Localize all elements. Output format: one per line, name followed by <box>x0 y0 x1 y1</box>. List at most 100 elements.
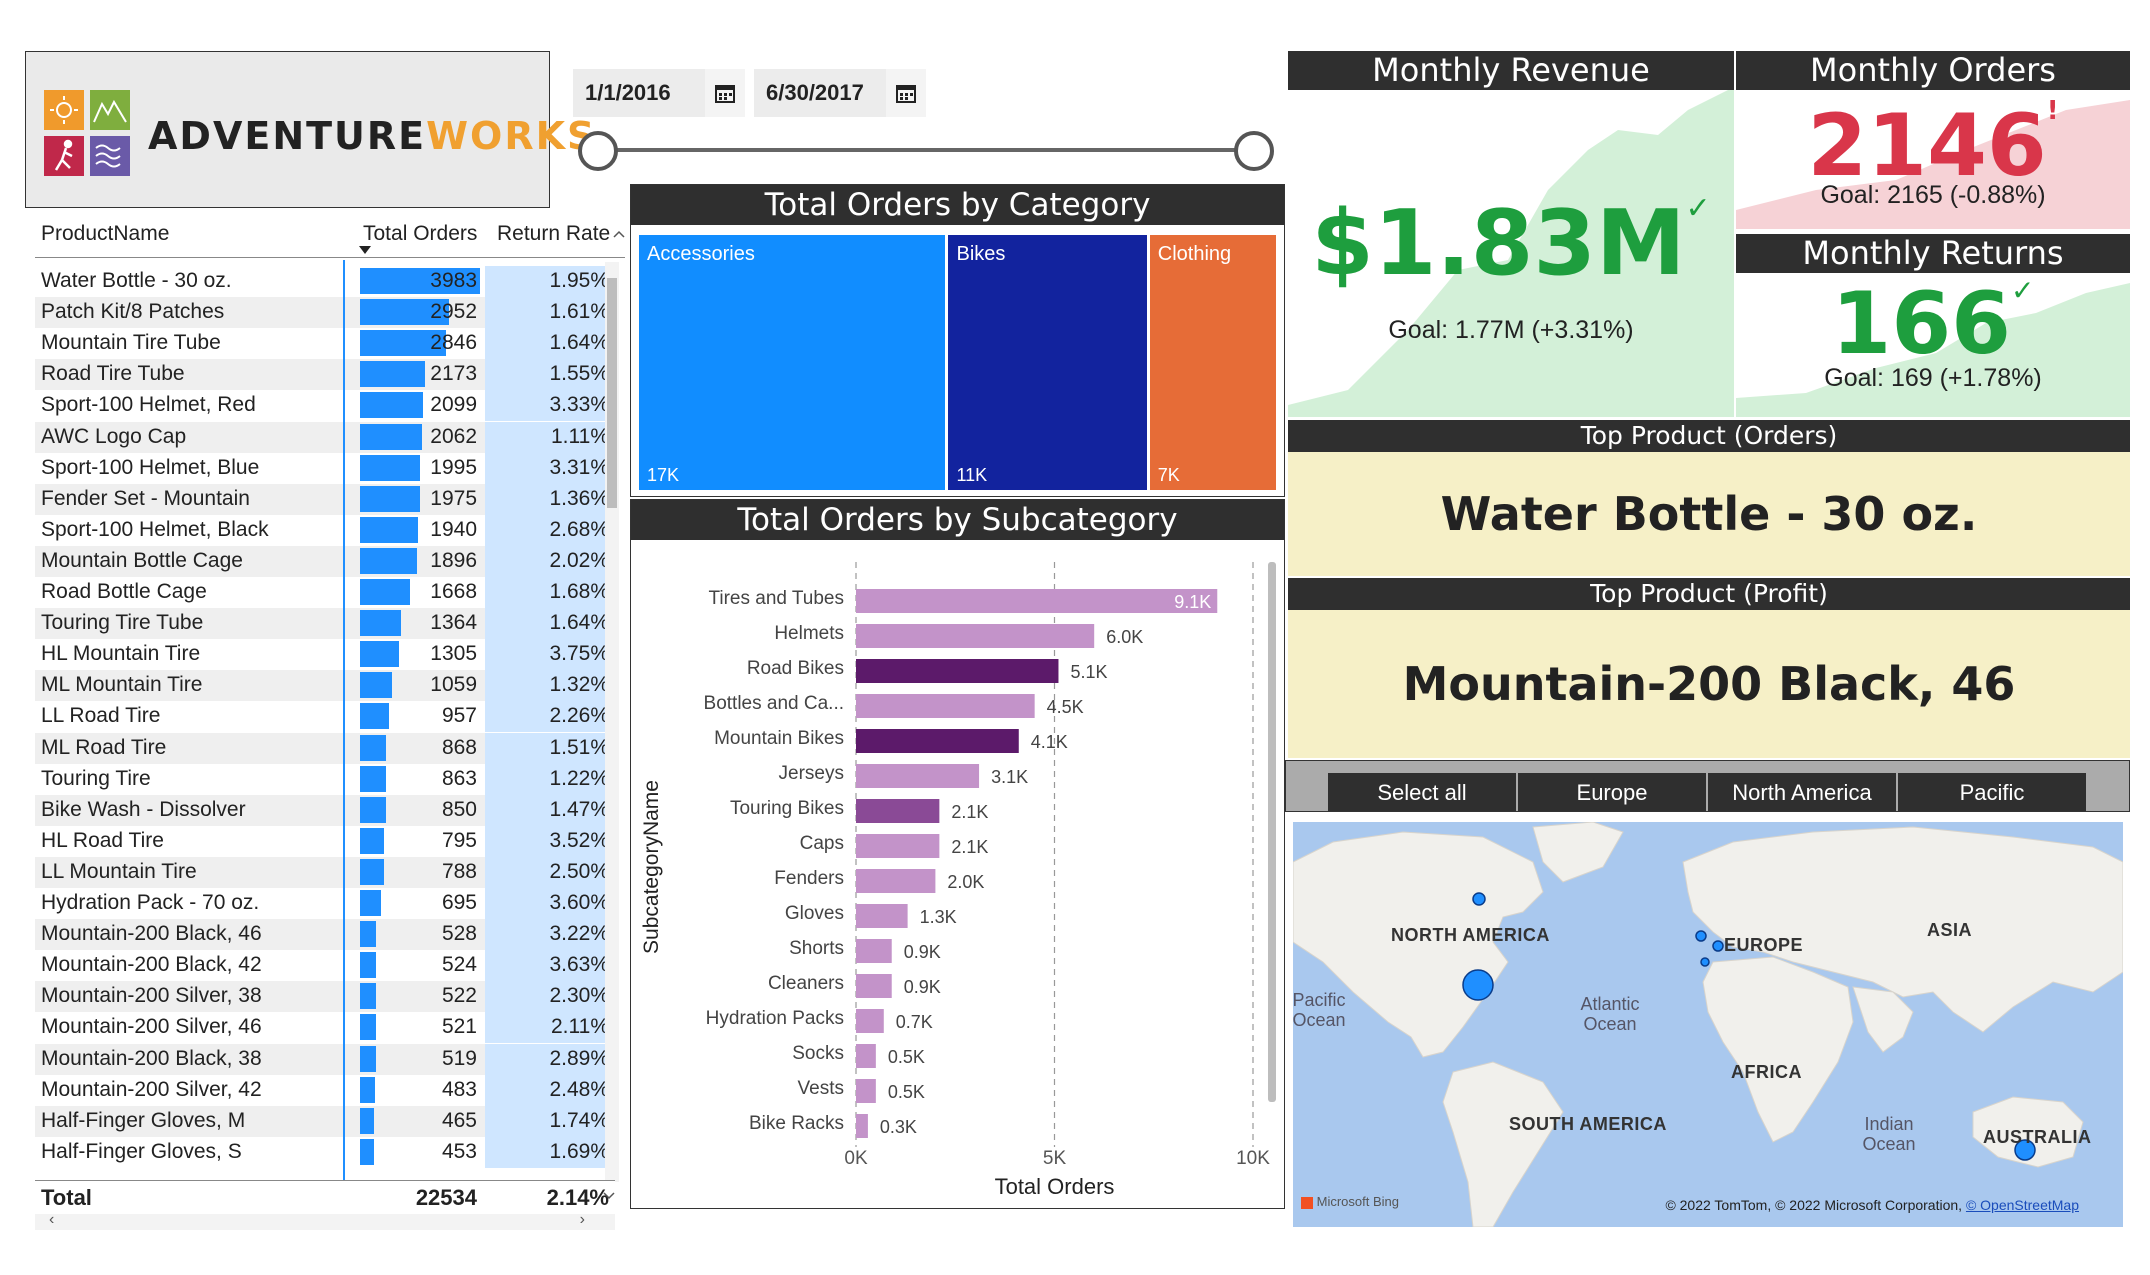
table-row[interactable]: ML Road Tire 868 1.51% <box>35 732 615 764</box>
table-row[interactable]: Water Bottle - 30 oz. 3983 1.95% <box>35 266 615 297</box>
table-row[interactable]: Touring Tire 863 1.22% <box>35 763 615 795</box>
table-row[interactable]: Sport-100 Helmet, Red 2099 3.33% <box>35 390 615 422</box>
sort-desc-icon <box>359 246 371 254</box>
scroll-right-icon[interactable]: › <box>579 1211 585 1228</box>
orders-cell: 2846 <box>355 328 485 359</box>
table-row[interactable]: LL Mountain Tire 788 2.50% <box>35 856 615 888</box>
table-row[interactable]: Road Bottle Cage 1668 1.68% <box>35 577 615 608</box>
region-button-select-all[interactable]: Select all <box>1328 773 1516 811</box>
table-row[interactable]: Sport-100 Helmet, Blue 1995 3.31% <box>35 452 615 484</box>
orders-value: 483 <box>441 1077 477 1101</box>
return-rate-value: 1.69% <box>549 1139 609 1163</box>
bar[interactable] <box>856 694 1035 718</box>
treemap-tile[interactable]: Clothing 7K <box>1149 235 1276 490</box>
table-row[interactable]: Mountain-200 Silver, 38 522 2.30% <box>35 981 615 1013</box>
bar[interactable] <box>856 939 892 963</box>
bar[interactable] <box>856 764 980 788</box>
column-header-product[interactable]: ProductName <box>41 222 170 245</box>
map-label-asia: ASIA <box>1927 920 1973 940</box>
region-button-europe[interactable]: Europe <box>1518 773 1706 811</box>
table-row[interactable]: Mountain Tire Tube 2846 1.64% <box>35 328 615 360</box>
return-rate-value: 2.11% <box>551 1015 609 1039</box>
table-row[interactable]: Bike Wash - Dissolver 850 1.47% <box>35 794 615 826</box>
table-row[interactable]: Touring Tire Tube 1364 1.64% <box>35 608 615 640</box>
date-slider-end-handle[interactable] <box>1234 131 1274 171</box>
bar[interactable] <box>856 834 940 858</box>
date-range-slider-track[interactable] <box>595 148 1250 152</box>
end-date-input[interactable]: 6/30/2017 <box>754 69 926 117</box>
table-row[interactable]: Fender Set - Mountain 1975 1.36% <box>35 483 615 515</box>
calendar-icon[interactable] <box>886 69 926 117</box>
top-product-orders-value: Water Bottle - 30 oz. <box>1288 452 2130 576</box>
table-row[interactable]: Mountain-200 Silver, 42 483 2.48% <box>35 1074 615 1106</box>
product-name: HL Road Tire <box>41 828 164 852</box>
scroll-left-icon[interactable]: ‹ <box>49 1211 55 1228</box>
total-orders: 22534 <box>415 1185 477 1210</box>
return-rate-value: 1.22% <box>549 766 609 790</box>
openstreetmap-link[interactable]: © OpenStreetMap <box>1965 1197 2079 1213</box>
table-horizontal-scrollbar[interactable]: ‹ › <box>35 1192 615 1230</box>
table-row[interactable]: Half-Finger Gloves, M 465 1.74% <box>35 1105 615 1137</box>
table-row[interactable]: Half-Finger Gloves, S 453 1.69% <box>35 1136 615 1168</box>
x-tick-label: 10K <box>1236 1148 1270 1169</box>
bar[interactable] <box>856 1044 876 1068</box>
bar[interactable] <box>856 624 1095 648</box>
data-label: 4.5K <box>1047 697 1084 717</box>
scrollbar-thumb[interactable] <box>607 278 617 508</box>
bar[interactable] <box>856 869 936 893</box>
table-row[interactable]: Hydration Pack - 70 oz. 695 3.60% <box>35 888 615 919</box>
table-row[interactable]: Mountain-200 Black, 42 524 3.63% <box>35 950 615 982</box>
table-row[interactable]: ML Mountain Tire 1059 1.32% <box>35 670 615 702</box>
table-row[interactable]: LL Road Tire 957 2.26% <box>35 701 615 733</box>
column-header-orders[interactable]: Total Orders <box>363 222 478 245</box>
treemap-tile[interactable]: Bikes 11K <box>948 235 1147 490</box>
table-row[interactable]: Mountain-200 Black, 46 528 3.22% <box>35 919 615 951</box>
start-date-input[interactable]: 1/1/2016 <box>573 69 745 117</box>
bar[interactable] <box>856 1114 868 1138</box>
bar[interactable] <box>856 659 1059 683</box>
return-rate-value: 1.11% <box>551 424 609 448</box>
return-rate-value: 3.52% <box>549 828 609 852</box>
scroll-up-icon[interactable] <box>613 230 625 238</box>
bar[interactable] <box>856 904 908 928</box>
bar[interactable] <box>856 1009 884 1033</box>
orders-value: 524 <box>441 953 477 977</box>
table-row[interactable]: AWC Logo Cap 2062 1.11% <box>35 421 615 453</box>
table-row[interactable]: Mountain-200 Silver, 46 521 2.11% <box>35 1012 615 1044</box>
scroll-down-icon[interactable] <box>603 1192 615 1200</box>
table-row[interactable]: Sport-100 Helmet, Black 1940 2.68% <box>35 514 615 546</box>
product-name: Mountain-200 Silver, 46 <box>41 1015 262 1039</box>
table-row[interactable]: HL Road Tire 795 3.52% <box>35 825 615 857</box>
bar[interactable] <box>856 799 940 823</box>
total-label: Total <box>41 1185 92 1210</box>
return-rate-value: 1.47% <box>549 797 609 821</box>
table-row[interactable]: Patch Kit/8 Patches 2952 1.61% <box>35 297 615 329</box>
region-button-north-america[interactable]: North America <box>1708 773 1896 811</box>
table-row[interactable]: HL Mountain Tire 1305 3.75% <box>35 639 615 671</box>
bar[interactable] <box>856 974 892 998</box>
region-button-pacific[interactable]: Pacific <box>1898 773 2086 811</box>
data-label: 2.1K <box>951 837 988 857</box>
orders-value: 695 <box>441 891 477 914</box>
product-table: ProductName Total Orders Return Rate Wat… <box>25 212 630 1230</box>
bar[interactable] <box>856 1079 876 1103</box>
treemap-tile-value: 11K <box>956 465 988 485</box>
table-row[interactable]: Mountain Bottle Cage 1896 2.02% <box>35 545 615 577</box>
orders-value: 3983 <box>430 269 477 292</box>
world-map[interactable]: NORTH AMERICA EUROPE ASIA AFRICA SOUTH A… <box>1293 822 2123 1227</box>
bar[interactable] <box>856 729 1019 753</box>
date-slider-start-handle[interactable] <box>578 131 618 171</box>
orders-cell: 1305 <box>355 639 485 670</box>
calendar-icon[interactable] <box>705 69 745 117</box>
treemap-tile[interactable]: Accessories 17K <box>639 235 946 490</box>
orders-data-bar <box>360 921 376 948</box>
table-row[interactable]: Mountain-200 Black, 38 519 2.89% <box>35 1043 615 1075</box>
return-rate-cell: 1.95% <box>485 266 615 297</box>
data-label: 0.9K <box>904 977 941 997</box>
return-rate-cell: 2.26% <box>485 701 615 733</box>
table-row[interactable]: Road Tire Tube 2173 1.55% <box>35 359 615 391</box>
bar[interactable] <box>856 589 1218 613</box>
table-scrollbar[interactable] <box>605 262 619 1182</box>
column-header-return-rate[interactable]: Return Rate <box>497 222 611 245</box>
orders-cell: 868 <box>355 733 485 764</box>
